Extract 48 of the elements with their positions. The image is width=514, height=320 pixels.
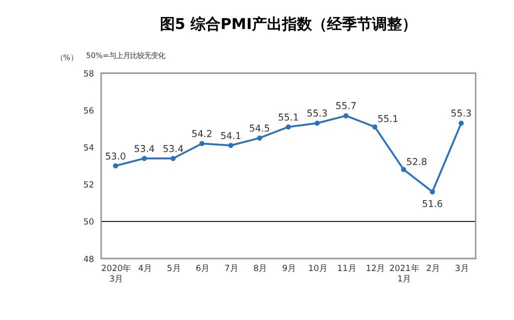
point [343, 113, 349, 118]
point [112, 163, 118, 168]
x-tick-label: 3月 [455, 263, 468, 274]
text: 50%=与上月比较无变化 [86, 51, 165, 60]
x-tick-label: 2020年 3月 [101, 263, 131, 284]
x-tick-label: 2021年 1月 [389, 263, 419, 284]
point [199, 141, 205, 146]
point [458, 120, 464, 126]
x-tick-label: 5月 [166, 263, 180, 274]
x-tick-label: 7月 [224, 263, 238, 274]
x-tick-label: 2月 [426, 263, 440, 274]
chart-title: 图5 综合PMI产出指数（经季节调整） [160, 15, 417, 34]
point [430, 189, 435, 194]
x-tick-label: 10月 [308, 263, 327, 274]
point [228, 142, 234, 148]
text: 53.4 [162, 144, 184, 155]
y-axis-title: （%） [56, 53, 78, 62]
text: 55.3 [450, 108, 472, 120]
point [142, 156, 147, 161]
text: 52.8 [406, 156, 428, 168]
text: 51.6 [422, 198, 443, 210]
y-tick-label: 50 [83, 216, 94, 227]
point [170, 156, 176, 161]
y-tick-label: 56 [83, 105, 94, 116]
x-tick-label: 11月 [337, 263, 356, 274]
text: 55.3 [306, 108, 328, 120]
text: 54.2 [192, 129, 212, 140]
text: 54.1 [220, 130, 242, 142]
point [401, 166, 406, 172]
text: 55.1 [377, 114, 398, 126]
text: 54.5 [249, 123, 270, 134]
y-tick-label: 58 [83, 68, 94, 78]
point [286, 124, 291, 130]
x-tick-label: 12月 [366, 263, 385, 274]
point [372, 124, 378, 130]
text: 55.7 [336, 101, 356, 112]
x-tick-label: 8月 [253, 263, 267, 274]
text: 53.0 [105, 151, 126, 162]
text: 55.1 [278, 112, 299, 124]
x-tick-label: 6月 [196, 263, 210, 274]
y-tick-label: 48 [83, 254, 94, 264]
x-tick-label: 9月 [282, 263, 296, 274]
point [314, 120, 320, 126]
y-tick-label: 52 [83, 180, 94, 190]
x-tick-label: 4月 [138, 263, 152, 274]
y-tick-label: 54 [83, 142, 94, 153]
text: 53.4 [134, 144, 155, 155]
point [256, 135, 262, 141]
